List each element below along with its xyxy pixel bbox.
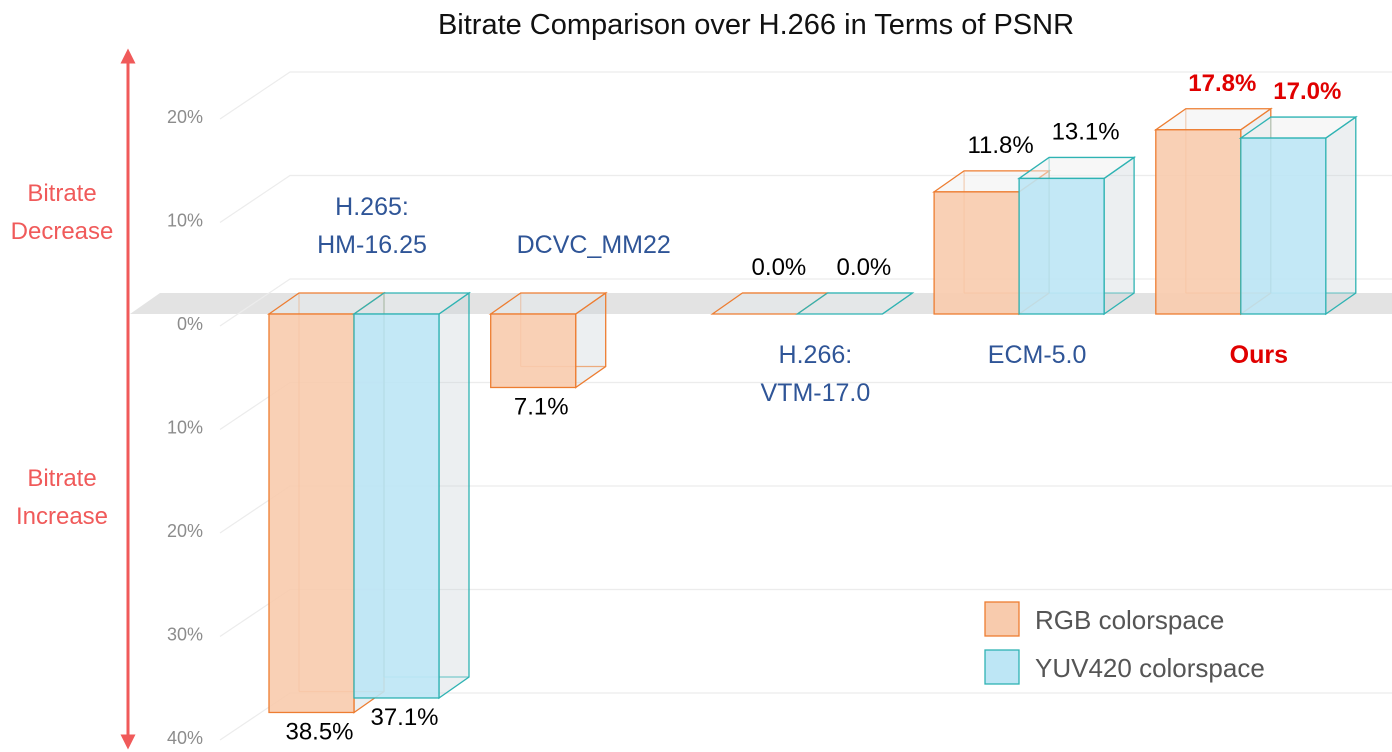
category-label: DCVC_MM22	[516, 231, 671, 259]
y-tick-label: 0%	[177, 314, 203, 334]
legend-label: RGB colorspace	[1035, 605, 1224, 635]
chart-title: Bitrate Comparison over H.266 in Terms o…	[438, 9, 1074, 41]
bar	[933, 191, 1020, 315]
bar	[490, 313, 577, 389]
value-label: 38.5%	[285, 718, 353, 745]
bar-top	[795, 292, 915, 315]
value-label: 17.0%	[1273, 78, 1341, 105]
y-tick-label: 30%	[167, 625, 203, 645]
bar-side	[1325, 115, 1357, 316]
legend-label: YUV420 colorspace	[1035, 653, 1265, 683]
bar	[1240, 137, 1327, 315]
grid-line	[219, 71, 1392, 120]
legend-swatch	[984, 601, 1020, 637]
value-label: 0.0%	[752, 254, 807, 281]
value-label: 0.0%	[837, 254, 892, 281]
category-label: H.265: HM-16.25	[317, 193, 427, 259]
bar	[353, 313, 440, 699]
legend-swatch	[984, 649, 1020, 685]
value-label: 7.1%	[514, 393, 569, 420]
y-tick-label: 40%	[167, 728, 203, 748]
bar	[268, 313, 355, 714]
side-annotation: Bitrate Decrease	[10, 180, 114, 245]
value-label: 11.8%	[967, 132, 1033, 159]
y-tick-label: 20%	[167, 521, 203, 541]
bar	[1155, 129, 1242, 315]
y-tick-label: 20%	[167, 107, 203, 127]
value-label: 17.8%	[1188, 70, 1256, 97]
bar	[1018, 177, 1105, 315]
side-annotation: Bitrate Increase	[15, 465, 109, 530]
category-label: ECM-5.0	[987, 341, 1087, 369]
y-tick-label: 10%	[167, 418, 203, 438]
value-label: 37.1%	[370, 704, 438, 731]
category-label: H.266: VTM-17.0	[760, 341, 871, 407]
bar-side	[1103, 156, 1135, 316]
value-label: 13.1%	[1052, 118, 1120, 145]
bar-side	[438, 291, 470, 700]
y-tick-label: 10%	[167, 211, 203, 231]
category-label: Ours	[1229, 341, 1288, 369]
